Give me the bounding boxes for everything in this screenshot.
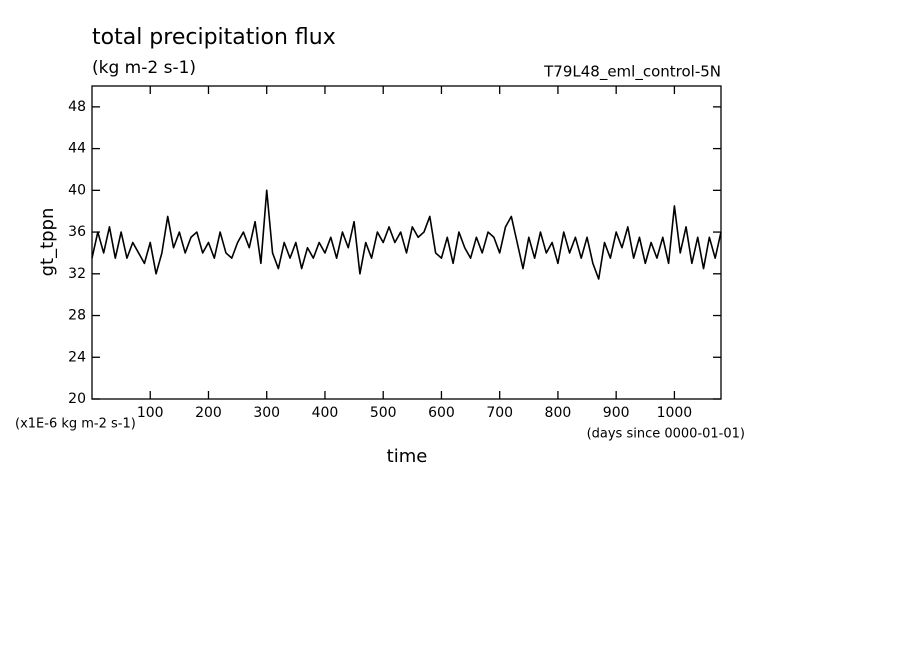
y-tick-label: 44 [68, 141, 86, 157]
x-tick-label: 400 [312, 405, 339, 421]
y-tick-label: 40 [68, 182, 86, 198]
y-unit-note: (x1E-6 kg m-2 s-1) [15, 417, 136, 432]
x-axis-label: time [387, 446, 428, 467]
x-tick-label: 1000 [657, 405, 693, 421]
x-tick-label: 700 [486, 405, 513, 421]
y-tick-label: 48 [68, 99, 86, 115]
chart-title: total precipitation flux [92, 25, 336, 50]
chart-subtitle: (kg m-2 s-1) [92, 58, 196, 78]
y-tick-label: 28 [68, 308, 86, 324]
x-tick-label: 200 [195, 405, 222, 421]
x-tick-label: 900 [603, 405, 630, 421]
experiment-label: T79L48_eml_control-5N [543, 63, 721, 82]
y-tick-label: 32 [68, 266, 86, 282]
y-axis-label: gt_tppn [37, 208, 58, 277]
y-tick-label: 36 [68, 224, 86, 240]
y-tick-label: 24 [68, 349, 86, 365]
x-tick-label: 800 [545, 405, 572, 421]
x-tick-label: 500 [370, 405, 397, 421]
data-line [91, 189, 722, 280]
plot-frame [91, 85, 722, 400]
x-tick-label: 600 [428, 405, 455, 421]
x-tick-label: 300 [253, 405, 280, 421]
x-unit-note: (days since 0000-01-01) [587, 427, 745, 442]
y-tick-label: 20 [68, 391, 86, 407]
x-tick-label: 100 [137, 405, 164, 421]
